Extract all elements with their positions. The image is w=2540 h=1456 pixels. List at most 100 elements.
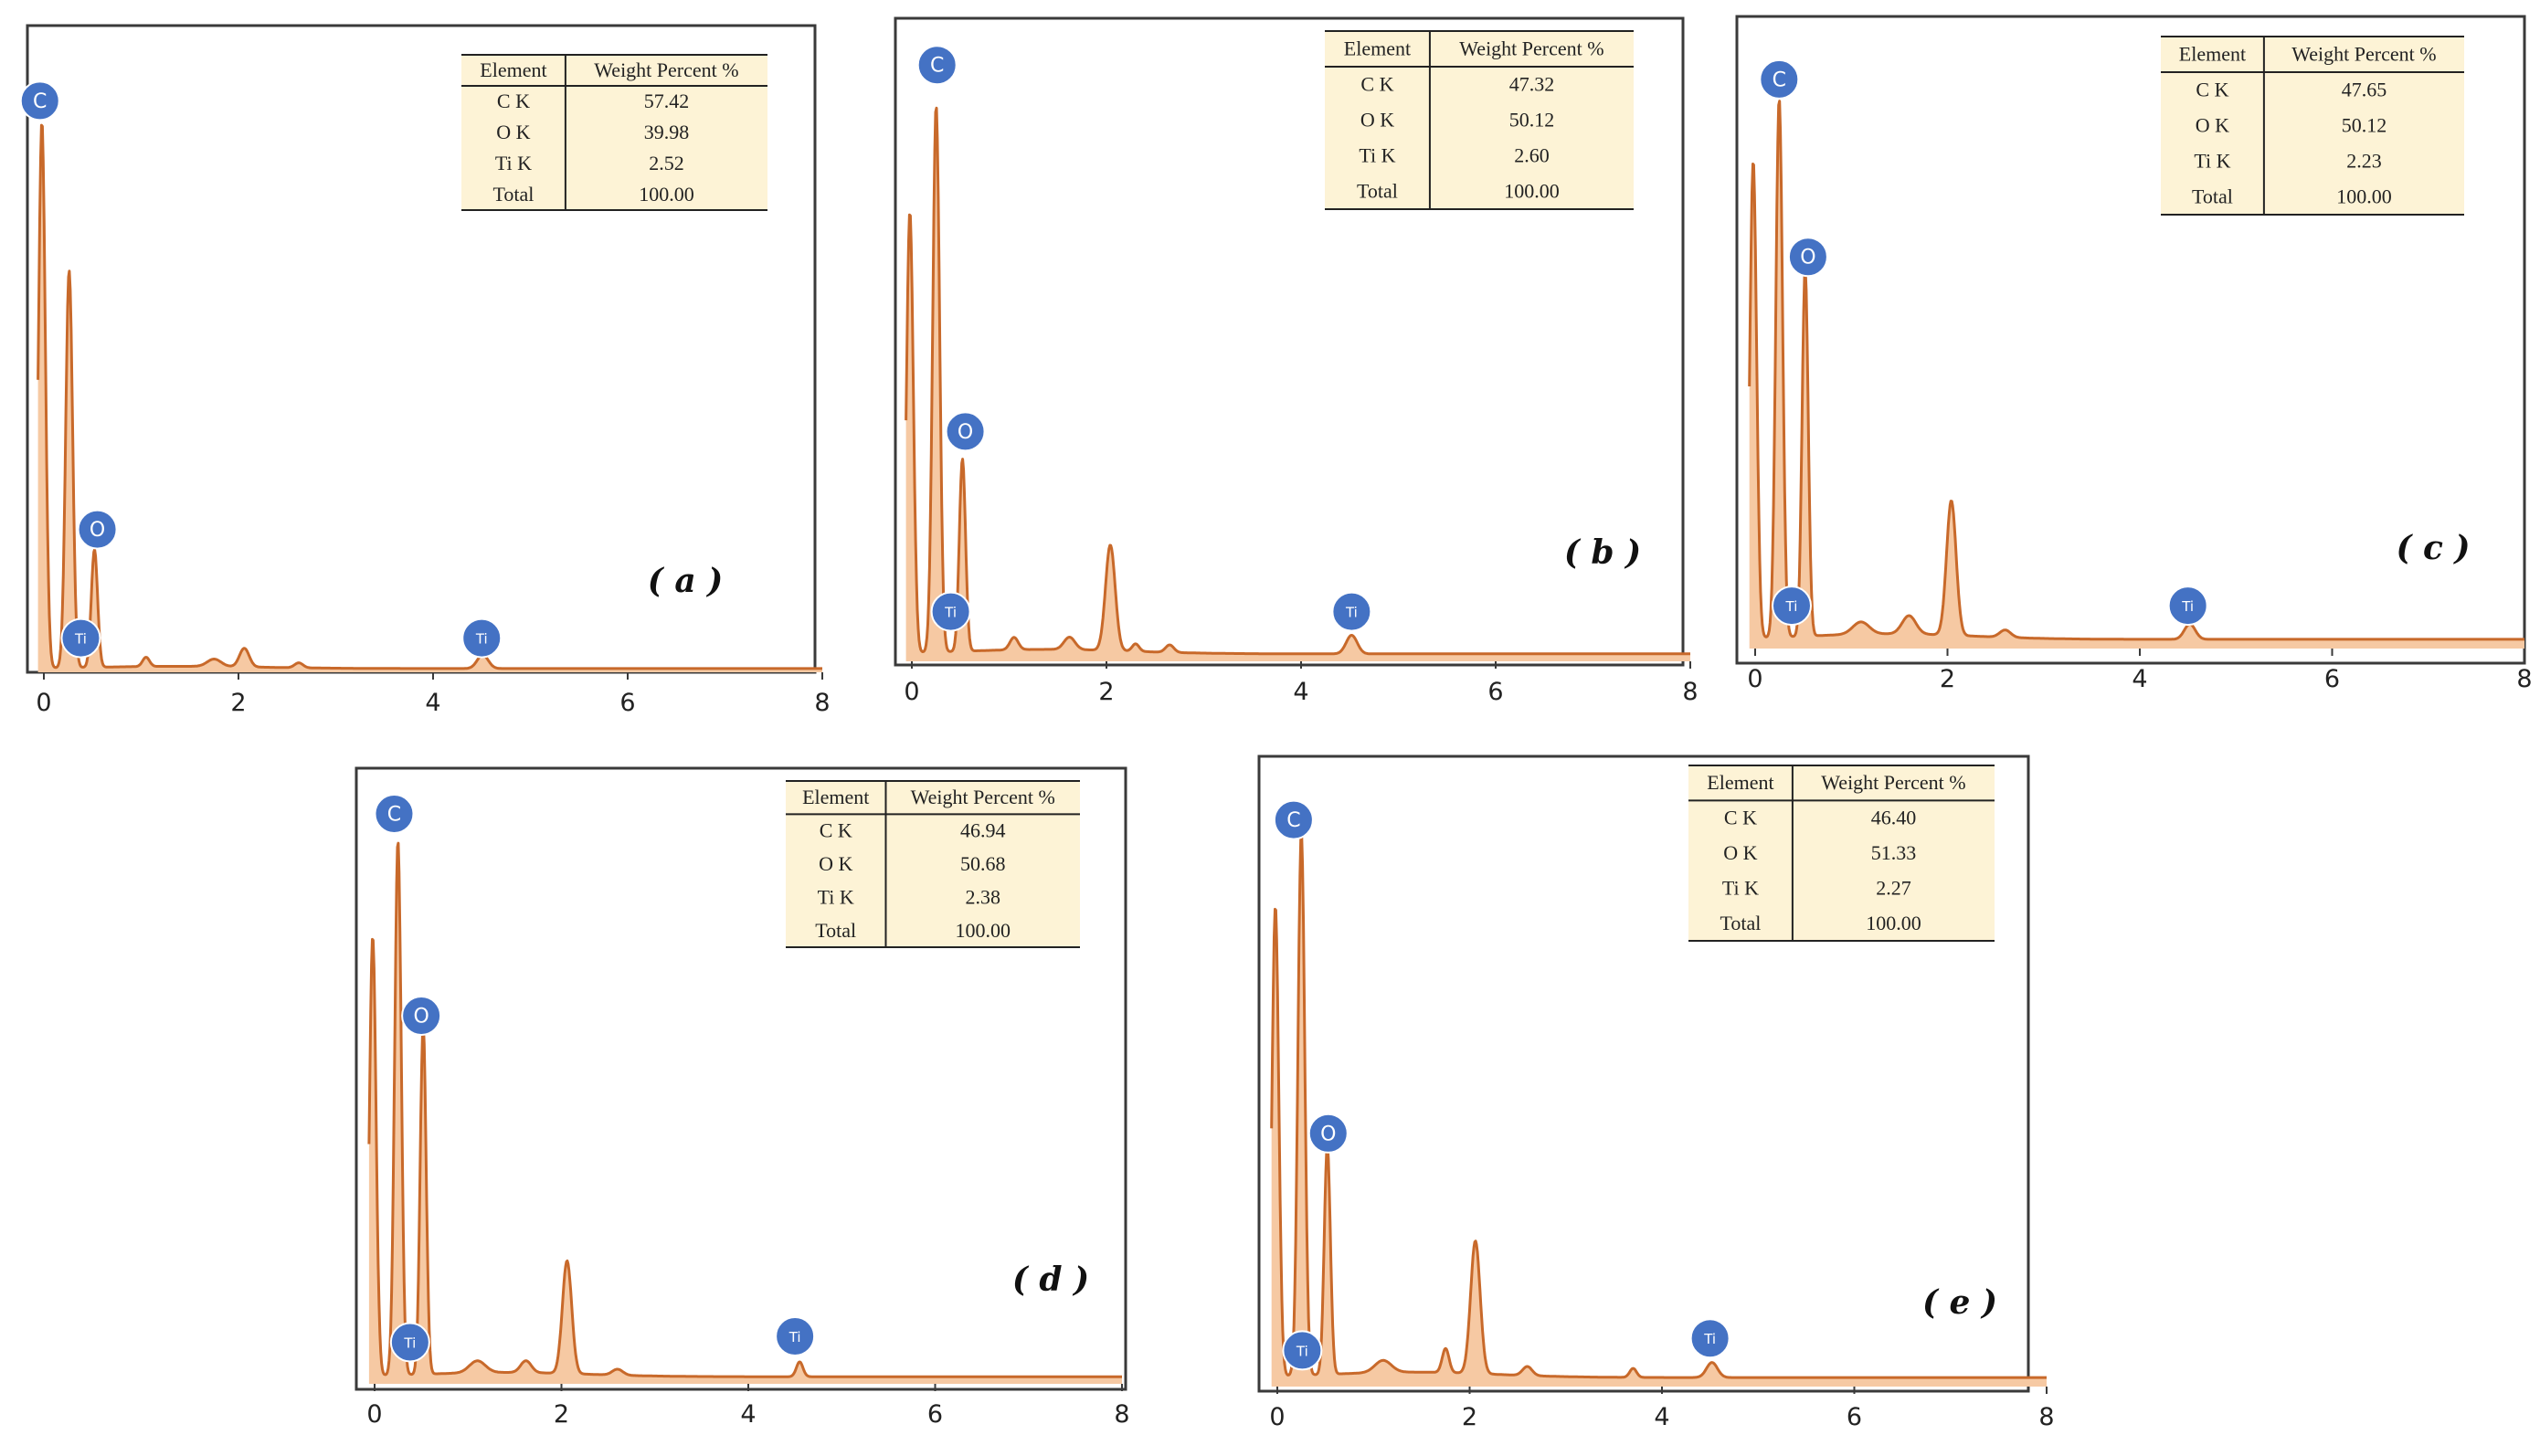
- element-marker-ti-c: Ti: [1771, 586, 1812, 627]
- plot-frame-c: [1735, 15, 2526, 665]
- table-cell: C K: [1360, 73, 1393, 96]
- table-cell: 46.40: [1871, 807, 1917, 829]
- table-cell: 100.00: [2336, 185, 2392, 208]
- x-tick-label-c: 0: [1747, 665, 1762, 693]
- marker-label: Ti: [403, 1335, 416, 1352]
- table-cell: 2.38: [965, 885, 1000, 908]
- element-marker-ti-c: Ti: [2167, 586, 2208, 627]
- marker-label: Ti: [1345, 605, 1358, 621]
- table-header-cell: Element: [802, 786, 869, 808]
- x-tick-label-a: 6: [619, 689, 635, 717]
- element-marker-o-b: O: [945, 411, 986, 452]
- table-cell: 100.00: [1866, 912, 1921, 934]
- spectrum-line-a: [37, 123, 823, 670]
- panel-label-a: ( a ): [648, 562, 723, 600]
- x-tick-label-a: 4: [425, 689, 440, 717]
- element-marker-ti-d: Ti: [389, 1322, 430, 1363]
- x-tick-label-b: 2: [1098, 678, 1114, 706]
- element-marker-c-a: C: [19, 80, 60, 121]
- marker-label: C: [33, 90, 47, 113]
- marker-label: C: [1773, 69, 1786, 91]
- marker-circle: [389, 1322, 430, 1363]
- panel-label-c: ( c ): [2396, 529, 2470, 567]
- x-tick-label-d: 8: [1114, 1400, 1129, 1429]
- element-marker-ti-a: Ti: [60, 617, 101, 659]
- marker-label: Ti: [74, 631, 87, 648]
- x-tick-label-a: 2: [230, 689, 246, 717]
- x-tick-label-a: 8: [814, 689, 830, 717]
- marker-label: O: [958, 421, 973, 444]
- marker-circle: [1689, 1318, 1730, 1359]
- marker-label: C: [1286, 809, 1300, 832]
- element-marker-ti-a: Ti: [461, 617, 503, 659]
- table-cell: 100.00: [1504, 180, 1560, 203]
- element-marker-ti-b: Ti: [930, 591, 971, 632]
- table-cell: 50.68: [960, 852, 1006, 875]
- marker-label: Ti: [475, 631, 488, 648]
- spectrum-line-d: [367, 841, 1123, 1378]
- table-cell: O K: [1723, 841, 1757, 864]
- eds-panel-b: 0 2 4 6 8 C O Ti Ti ( b ) Element Weight Percent % C…: [888, 11, 1699, 714]
- x-tick-label-d: 6: [927, 1400, 943, 1429]
- marker-circle: [775, 1316, 816, 1356]
- table-cell: O K: [819, 852, 852, 875]
- table-cell: 47.65: [2342, 79, 2387, 101]
- x-tick-label-e: 6: [1847, 1403, 1862, 1431]
- x-tick-label-b: 8: [1682, 678, 1698, 706]
- panel-label-d: ( d ): [1012, 1261, 1089, 1299]
- table-header-cell: Weight Percent %: [594, 58, 738, 81]
- table-cell: Ti K: [495, 152, 532, 174]
- marker-circle: [916, 45, 958, 86]
- eds-spectrum-chart-d: 0 2 4 6 8 C O Ti Ti ( d ) Element Weight Percent % C…: [355, 766, 1130, 1429]
- table-header-cell: Element: [480, 58, 546, 81]
- x-tick-label-e: 2: [1462, 1403, 1477, 1431]
- eds-panel-a: 0 2 4 6 8 C O Ti Ti ( a ) Element Weight Percent % C…: [18, 18, 831, 722]
- table-cell: 2.60: [1514, 144, 1550, 167]
- element-marker-c-c: C: [1759, 58, 1800, 100]
- element-marker-o-a: O: [77, 509, 118, 550]
- table-header-cell: Element: [1344, 37, 1411, 60]
- table-background: [786, 781, 1080, 947]
- table-cell: Ti K: [1722, 876, 1759, 899]
- marker-label: Ti: [2181, 598, 2194, 615]
- table-cell: 2.23: [2346, 150, 2382, 173]
- x-tick-label-a: 0: [36, 689, 51, 717]
- marker-label: C: [930, 55, 944, 78]
- eds-spectrum-chart-c: 0 2 4 6 8 C O Ti Ti ( c ) Element Weight Percent % C…: [1735, 15, 2533, 693]
- marker-circle: [1771, 586, 1812, 627]
- marker-circle: [19, 80, 60, 121]
- table-cell: 100.00: [955, 919, 1011, 942]
- table-cell: 57.42: [644, 90, 690, 112]
- marker-circle: [374, 794, 415, 834]
- table-header-cell: Weight Percent %: [2291, 43, 2436, 66]
- marker-label: Ti: [1296, 1343, 1308, 1359]
- plot-frame-d: [355, 766, 1127, 1391]
- table-cell: O K: [496, 121, 530, 143]
- plot-frame-b: [894, 16, 1685, 667]
- weight-percent-table-e: Element Weight Percent % C K 46.40 O K 51.33 T…: [1688, 765, 1995, 942]
- spectrum-line-c: [1748, 100, 2525, 641]
- table-header-cell: Weight Percent %: [1459, 37, 1603, 60]
- element-marker-c-b: C: [916, 45, 958, 86]
- marker-circle: [77, 509, 118, 550]
- x-tick-label-e: 4: [1654, 1403, 1669, 1431]
- eds-panel-d: 0 2 4 6 8 C O Ti Ti ( d ) Element Weight Percent % C…: [347, 761, 1151, 1455]
- table-cell: O K: [1360, 109, 1394, 132]
- x-tick-label-c: 6: [2324, 665, 2340, 693]
- marker-circle: [401, 996, 442, 1036]
- table-cell: C K: [1724, 807, 1757, 829]
- spectrum-line-b: [905, 106, 1691, 656]
- element-marker-o-d: O: [401, 996, 442, 1036]
- marker-circle: [1282, 1330, 1323, 1371]
- x-tick-label-d: 4: [740, 1400, 756, 1429]
- marker-circle: [1307, 1113, 1349, 1154]
- table-header-cell: Element: [2179, 43, 2246, 66]
- x-tick-label-c: 4: [2132, 665, 2147, 693]
- eds-panel-e: 0 2 4 6 8 C O Ti Ti ( e ) Element Weight Percent % C…: [1243, 749, 2055, 1452]
- table-cell: Ti K: [2194, 150, 2230, 173]
- x-tick-label-e: 0: [1269, 1403, 1285, 1431]
- panel-label-e: ( e ): [1922, 1283, 1997, 1322]
- x-tick-label-d: 0: [366, 1400, 382, 1429]
- table-cell: 47.32: [1509, 73, 1555, 96]
- eds-panel-c: 0 2 4 6 8 C O Ti Ti ( c ) Element Weight Percent % C…: [1730, 9, 2534, 712]
